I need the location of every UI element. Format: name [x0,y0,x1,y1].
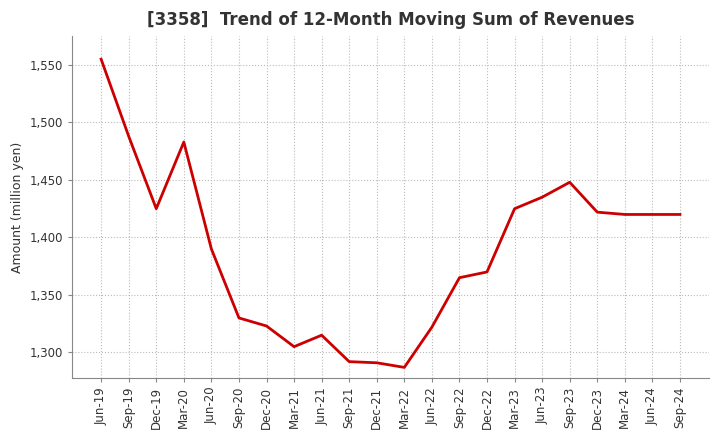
Y-axis label: Amount (million yen): Amount (million yen) [11,141,24,273]
Title: [3358]  Trend of 12-Month Moving Sum of Revenues: [3358] Trend of 12-Month Moving Sum of R… [147,11,634,29]
